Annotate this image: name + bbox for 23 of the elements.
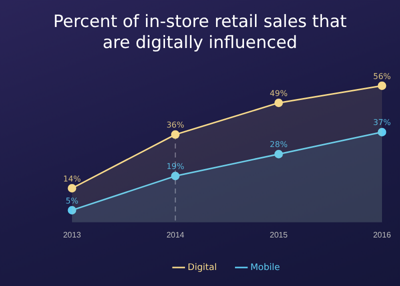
data-label: 14% (63, 174, 82, 184)
data-label: 36% (166, 120, 185, 130)
data-label: 19% (166, 162, 185, 172)
point (171, 172, 180, 180)
data-label: 56% (373, 72, 392, 81)
chart-title: Percent of in-store retail sales that are digitally influenced (52, 12, 348, 55)
data-label: 28% (270, 140, 288, 150)
x-tick-label: 2014 (166, 230, 185, 240)
point (68, 206, 76, 214)
point (378, 128, 386, 136)
point (171, 130, 180, 139)
legend-label: Digital (188, 262, 217, 273)
data-label: 49% (270, 88, 288, 98)
legend-label: Mobile (250, 262, 280, 273)
x-tick-label: 2016 (373, 230, 392, 240)
point (378, 82, 386, 90)
point (274, 150, 283, 158)
data-label: 37% (373, 118, 392, 128)
point (274, 98, 283, 108)
x-tick-label: 2013 (63, 230, 82, 240)
point (68, 184, 76, 192)
data-label: 5% (66, 196, 79, 206)
x-tick-label: 2015 (270, 230, 288, 240)
